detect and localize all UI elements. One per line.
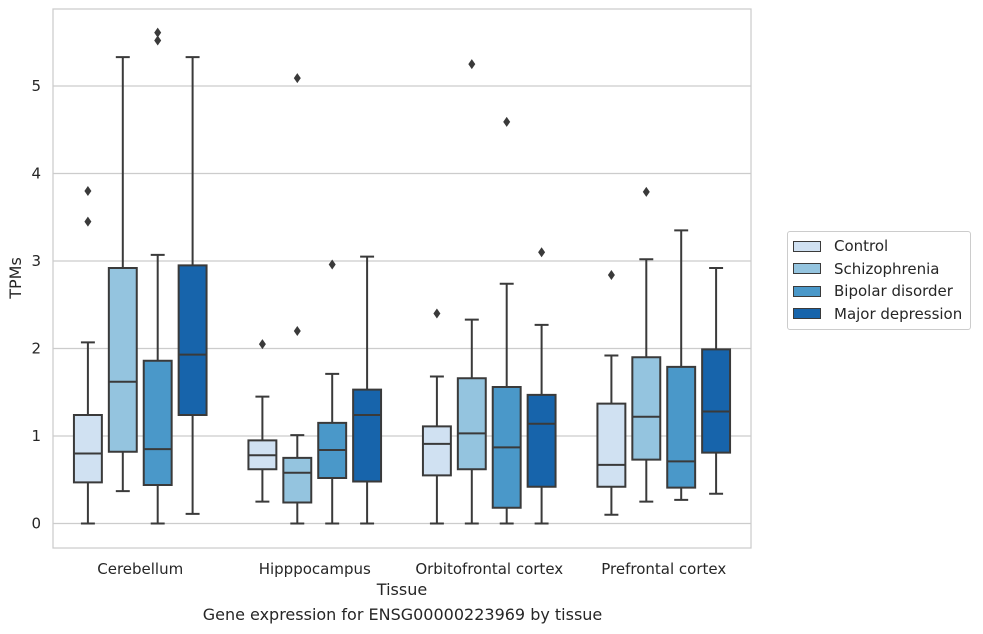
outlier-hipppocampus-bipolar-disorder-0	[328, 259, 336, 270]
outlier-cerebellum-control-1	[84, 186, 92, 196]
y-tick-label-3: 3	[31, 252, 41, 270]
legend-label-control: Control	[834, 237, 889, 256]
x-tick-label-orbitofrontal-cortex: Orbitofrontal cortex	[415, 560, 563, 578]
y-tick-label-4: 4	[31, 165, 41, 183]
box-cerebellum-major-depression	[177, 56, 208, 515]
legend-item-major-depression: Major depression	[788, 303, 970, 326]
x-tick-label-prefrontal-cortex: Prefrontal cortex	[601, 560, 726, 578]
outlier-hipppocampus-schizophrenia-1	[293, 73, 301, 84]
outlier-prefrontal-cortex-control-0	[607, 270, 615, 280]
legend-item-schizophrenia: Schizophrenia	[788, 258, 970, 281]
box-hipppocampus-control	[247, 339, 278, 503]
box-orbitofrontal-cortex-bipolar-disorder	[491, 116, 522, 525]
iqr-box-hipppocampus-major-depression	[352, 388, 383, 483]
iqr-box-prefrontal-cortex-bipolar-disorder	[666, 365, 697, 489]
outlier-cerebellum-bipolar-disorder-1	[154, 27, 162, 38]
iqr-box-orbitofrontal-cortex-major-depression	[526, 393, 557, 488]
outlier-cerebellum-bipolar-disorder-0	[154, 35, 162, 46]
x-tick-label-hipppocampus: Hipppocampus	[259, 560, 371, 578]
iqr-box-cerebellum-major-depression	[177, 264, 208, 416]
y-tick-label-0: 0	[31, 515, 41, 533]
y-axis-label: TPMs	[6, 257, 25, 300]
iqr-box-prefrontal-cortex-schizophrenia	[631, 356, 662, 461]
outlier-orbitofrontal-cortex-control-0	[433, 308, 441, 319]
y-tick-label-2: 2	[31, 340, 41, 358]
x-axis-label: Tissue	[376, 580, 427, 599]
iqr-box-hipppocampus-schizophrenia	[282, 456, 313, 504]
box-cerebellum-schizophrenia	[107, 56, 138, 493]
legend-label-bipolar: Bipolar disorder	[834, 282, 953, 301]
outlier-orbitofrontal-cortex-bipolar-disorder-0	[503, 116, 511, 127]
box-cerebellum-bipolar-disorder	[142, 27, 173, 525]
outlier-hipppocampus-schizophrenia-0	[293, 326, 301, 336]
legend: Control Schizophrenia Bipolar disorder M…	[787, 231, 971, 330]
iqr-box-prefrontal-cortex-control	[596, 402, 627, 488]
legend-label-major-depression: Major depression	[834, 304, 963, 323]
box-orbitofrontal-cortex-major-depression	[526, 247, 557, 525]
y-tick-label-1: 1	[31, 427, 41, 445]
box-orbitofrontal-cortex-control	[421, 308, 452, 525]
y-axis-ticks: 0 1 2 3 4 5	[31, 77, 41, 533]
box-orbitofrontal-cortex-schizophrenia	[456, 59, 487, 525]
x-tick-label-cerebellum: Cerebellum	[97, 560, 183, 578]
figure-caption: Gene expression for ENSG00000223969 by t…	[202, 605, 603, 624]
box-prefrontal-cortex-control	[596, 270, 627, 516]
iqr-box-orbitofrontal-cortex-control	[421, 425, 452, 477]
iqr-box-cerebellum-control	[72, 414, 103, 484]
outlier-cerebellum-control-0	[84, 216, 92, 227]
box-cerebellum-control	[72, 186, 103, 525]
x-axis-ticks: Cerebellum Hipppocampus Orbitofrontal cort…	[97, 560, 726, 578]
iqr-box-cerebellum-schizophrenia	[107, 267, 138, 453]
outlier-prefrontal-cortex-schizophrenia-0	[642, 186, 650, 197]
box-prefrontal-cortex-major-depression	[701, 267, 732, 495]
iqr-box-cerebellum-bipolar-disorder	[142, 359, 173, 486]
box-hipppocampus-bipolar-disorder	[317, 259, 348, 525]
outlier-hipppocampus-control-0	[258, 339, 266, 350]
box-hipppocampus-major-depression	[352, 255, 383, 525]
legend-swatch-schizophrenia	[793, 263, 821, 275]
legend-swatch-bipolar	[793, 285, 821, 297]
outlier-orbitofrontal-cortex-major-depression-0	[538, 247, 546, 258]
box-series	[72, 27, 732, 525]
box-prefrontal-cortex-bipolar-disorder	[666, 229, 697, 501]
box-hipppocampus-schizophrenia	[282, 73, 313, 525]
legend-item-control: Control	[788, 235, 970, 258]
iqr-box-orbitofrontal-cortex-schizophrenia	[456, 377, 487, 471]
legend-item-bipolar: Bipolar disorder	[788, 280, 970, 303]
outlier-orbitofrontal-cortex-schizophrenia-0	[468, 59, 476, 70]
legend-swatch-major-depression	[793, 308, 821, 320]
y-tick-label-5: 5	[31, 77, 41, 95]
legend-label-schizophrenia: Schizophrenia	[834, 259, 940, 278]
box-prefrontal-cortex-schizophrenia	[631, 186, 662, 503]
iqr-box-prefrontal-cortex-major-depression	[701, 348, 732, 454]
legend-swatch-control	[793, 240, 821, 252]
